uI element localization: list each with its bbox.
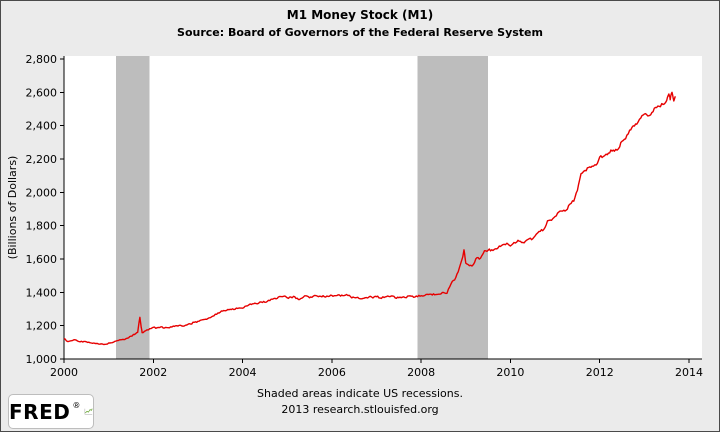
chart-subtitle: Source: Board of Governors of the Federa… [177, 26, 543, 39]
x-tick-label: 2006 [318, 366, 346, 379]
y-tick-label: 1,800 [26, 220, 58, 233]
chart-title: M1 Money Stock (M1) [286, 8, 434, 22]
x-tick-label: 2008 [407, 366, 435, 379]
m1-series-line [63, 91, 676, 346]
y-tick-label: 1,200 [26, 320, 58, 333]
y-tick-label: 2,400 [26, 120, 58, 133]
y-axis-title: (Billions of Dollars) [6, 156, 19, 260]
x-tick-label: 2012 [586, 366, 614, 379]
x-tick-label: 2010 [496, 366, 524, 379]
fred-logo-text: FRED [9, 399, 71, 424]
recession-note: Shaded areas indicate US recessions. [257, 387, 463, 400]
recession-band [116, 56, 150, 359]
y-tick-label: 2,600 [26, 86, 58, 99]
source-credit: 2013 research.stlouisfed.org [281, 403, 439, 416]
x-tick-label: 2014 [675, 366, 703, 379]
y-tick-label: 1,000 [26, 353, 58, 366]
registered-mark-icon: ® [72, 401, 81, 410]
x-tick-label: 2002 [139, 366, 167, 379]
x-tick-label: 2000 [50, 366, 78, 379]
recession-band [417, 56, 489, 359]
y-tick-label: 1,400 [26, 286, 58, 299]
chart-header: M1 Money Stock (M1) Source: Board of Gov… [1, 8, 719, 39]
fred-logo-chart-icon [84, 408, 93, 415]
plot-area [64, 56, 702, 359]
x-tick-label: 2004 [229, 366, 257, 379]
y-tick-label: 1,600 [26, 253, 58, 266]
fred-logo[interactable]: FRED ® [8, 394, 94, 429]
y-tick-label: 2,800 [26, 53, 58, 66]
y-tick-label: 2,200 [26, 153, 58, 166]
y-tick-label: 2,000 [26, 186, 58, 199]
